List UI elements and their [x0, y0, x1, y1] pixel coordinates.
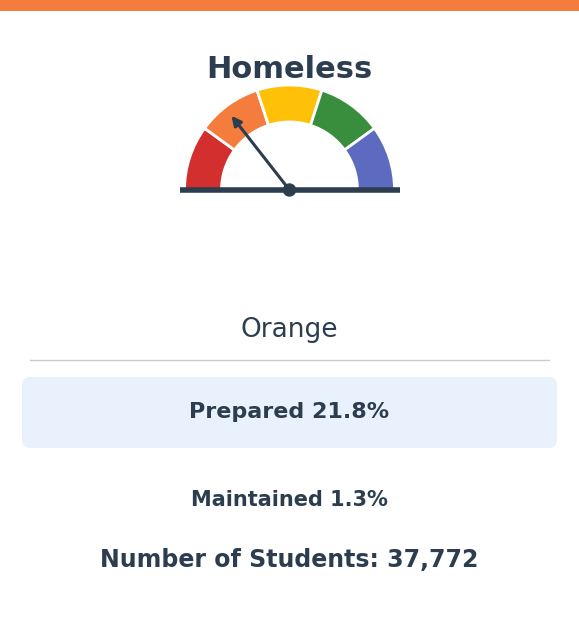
Wedge shape: [257, 85, 322, 125]
Circle shape: [284, 184, 295, 196]
Wedge shape: [310, 90, 375, 150]
Text: Orange: Orange: [241, 317, 338, 343]
Text: Maintained 1.3%: Maintained 1.3%: [191, 490, 388, 510]
Wedge shape: [185, 128, 234, 190]
FancyBboxPatch shape: [22, 377, 557, 448]
Wedge shape: [345, 128, 394, 190]
Text: Homeless: Homeless: [206, 56, 373, 85]
Text: Number of Students: 37,772: Number of Students: 37,772: [100, 548, 479, 572]
Wedge shape: [204, 90, 269, 150]
FancyBboxPatch shape: [0, 0, 579, 11]
Text: Prepared 21.8%: Prepared 21.8%: [189, 402, 390, 423]
